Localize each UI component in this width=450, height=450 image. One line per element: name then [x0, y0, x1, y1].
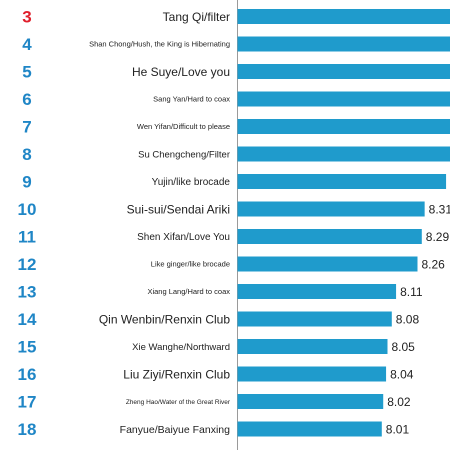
rank-number: 6	[22, 90, 31, 109]
value-bar	[237, 394, 384, 409]
value-bar	[237, 311, 392, 327]
rank-number: 3	[22, 8, 31, 27]
value-label: 8.08	[396, 313, 420, 327]
value-bar	[237, 174, 447, 189]
value-label: 8.11	[400, 285, 423, 299]
value-bar	[237, 146, 450, 162]
category-label: Zheng Hao/Water of the Great River	[126, 399, 231, 406]
rank-number: 7	[22, 118, 31, 137]
category-label: Sui-sui/Sendai Ariki	[127, 202, 230, 216]
value-bar	[237, 229, 422, 244]
rank-number: 10	[18, 200, 37, 219]
category-label: Wen Yifan/Difficult to please	[137, 122, 230, 131]
category-label: Liu Ziyi/Renxin Club	[123, 367, 230, 381]
rank-number: 4	[22, 35, 32, 54]
rank-number: 17	[18, 393, 37, 412]
category-label: Tang Qi/filter	[163, 10, 230, 24]
category-label: Qin Wenbin/Renxin Club	[99, 312, 231, 326]
value-label: 8.31	[429, 203, 450, 217]
rank-number: 13	[18, 283, 37, 302]
value-label: 8.26	[422, 258, 446, 272]
rank-number: 11	[18, 228, 36, 247]
value-bar	[237, 64, 450, 79]
rank-number: 14	[18, 310, 37, 329]
value-label: 8.29	[426, 230, 450, 244]
category-label: Xie Wanghe/Northward	[132, 342, 230, 353]
value-label: 8.02	[387, 395, 411, 409]
value-bar	[237, 421, 382, 437]
value-bar	[237, 91, 450, 107]
category-label: Xiang Lang/Hard to coax	[147, 287, 230, 296]
category-label: He Suye/Love you	[132, 65, 230, 79]
rank-number: 5	[22, 63, 31, 82]
rank-number: 16	[18, 365, 37, 384]
value-bar	[237, 36, 450, 52]
category-label: Fanyue/Baiyue Fanxing	[120, 424, 230, 436]
value-bar	[237, 9, 450, 24]
category-label: Shen Xifan/Love You	[137, 232, 230, 243]
rank-number: 8	[22, 145, 31, 164]
category-label: Yujin/like brocade	[152, 177, 231, 188]
value-label: 8.05	[392, 340, 416, 354]
value-bar	[237, 339, 388, 354]
category-label: Shan Chong/Hush, the King is Hibernating	[89, 40, 230, 49]
category-label: Like ginger/like brocade	[151, 260, 230, 269]
value-label: 8.04	[390, 368, 414, 382]
value-bar	[237, 366, 387, 382]
value-bar	[237, 256, 418, 272]
value-bar	[237, 284, 397, 299]
rank-number: 9	[22, 173, 31, 192]
rank-number: 15	[18, 338, 37, 357]
category-label: Su Chengcheng/Filter	[138, 149, 230, 160]
value-bar	[237, 119, 450, 134]
value-label: 8.01	[386, 423, 410, 437]
rank-number: 12	[18, 255, 37, 274]
rank-number: 18	[18, 420, 37, 439]
category-label: Sang Yan/Hard to coax	[153, 95, 230, 104]
value-bar	[237, 201, 425, 217]
